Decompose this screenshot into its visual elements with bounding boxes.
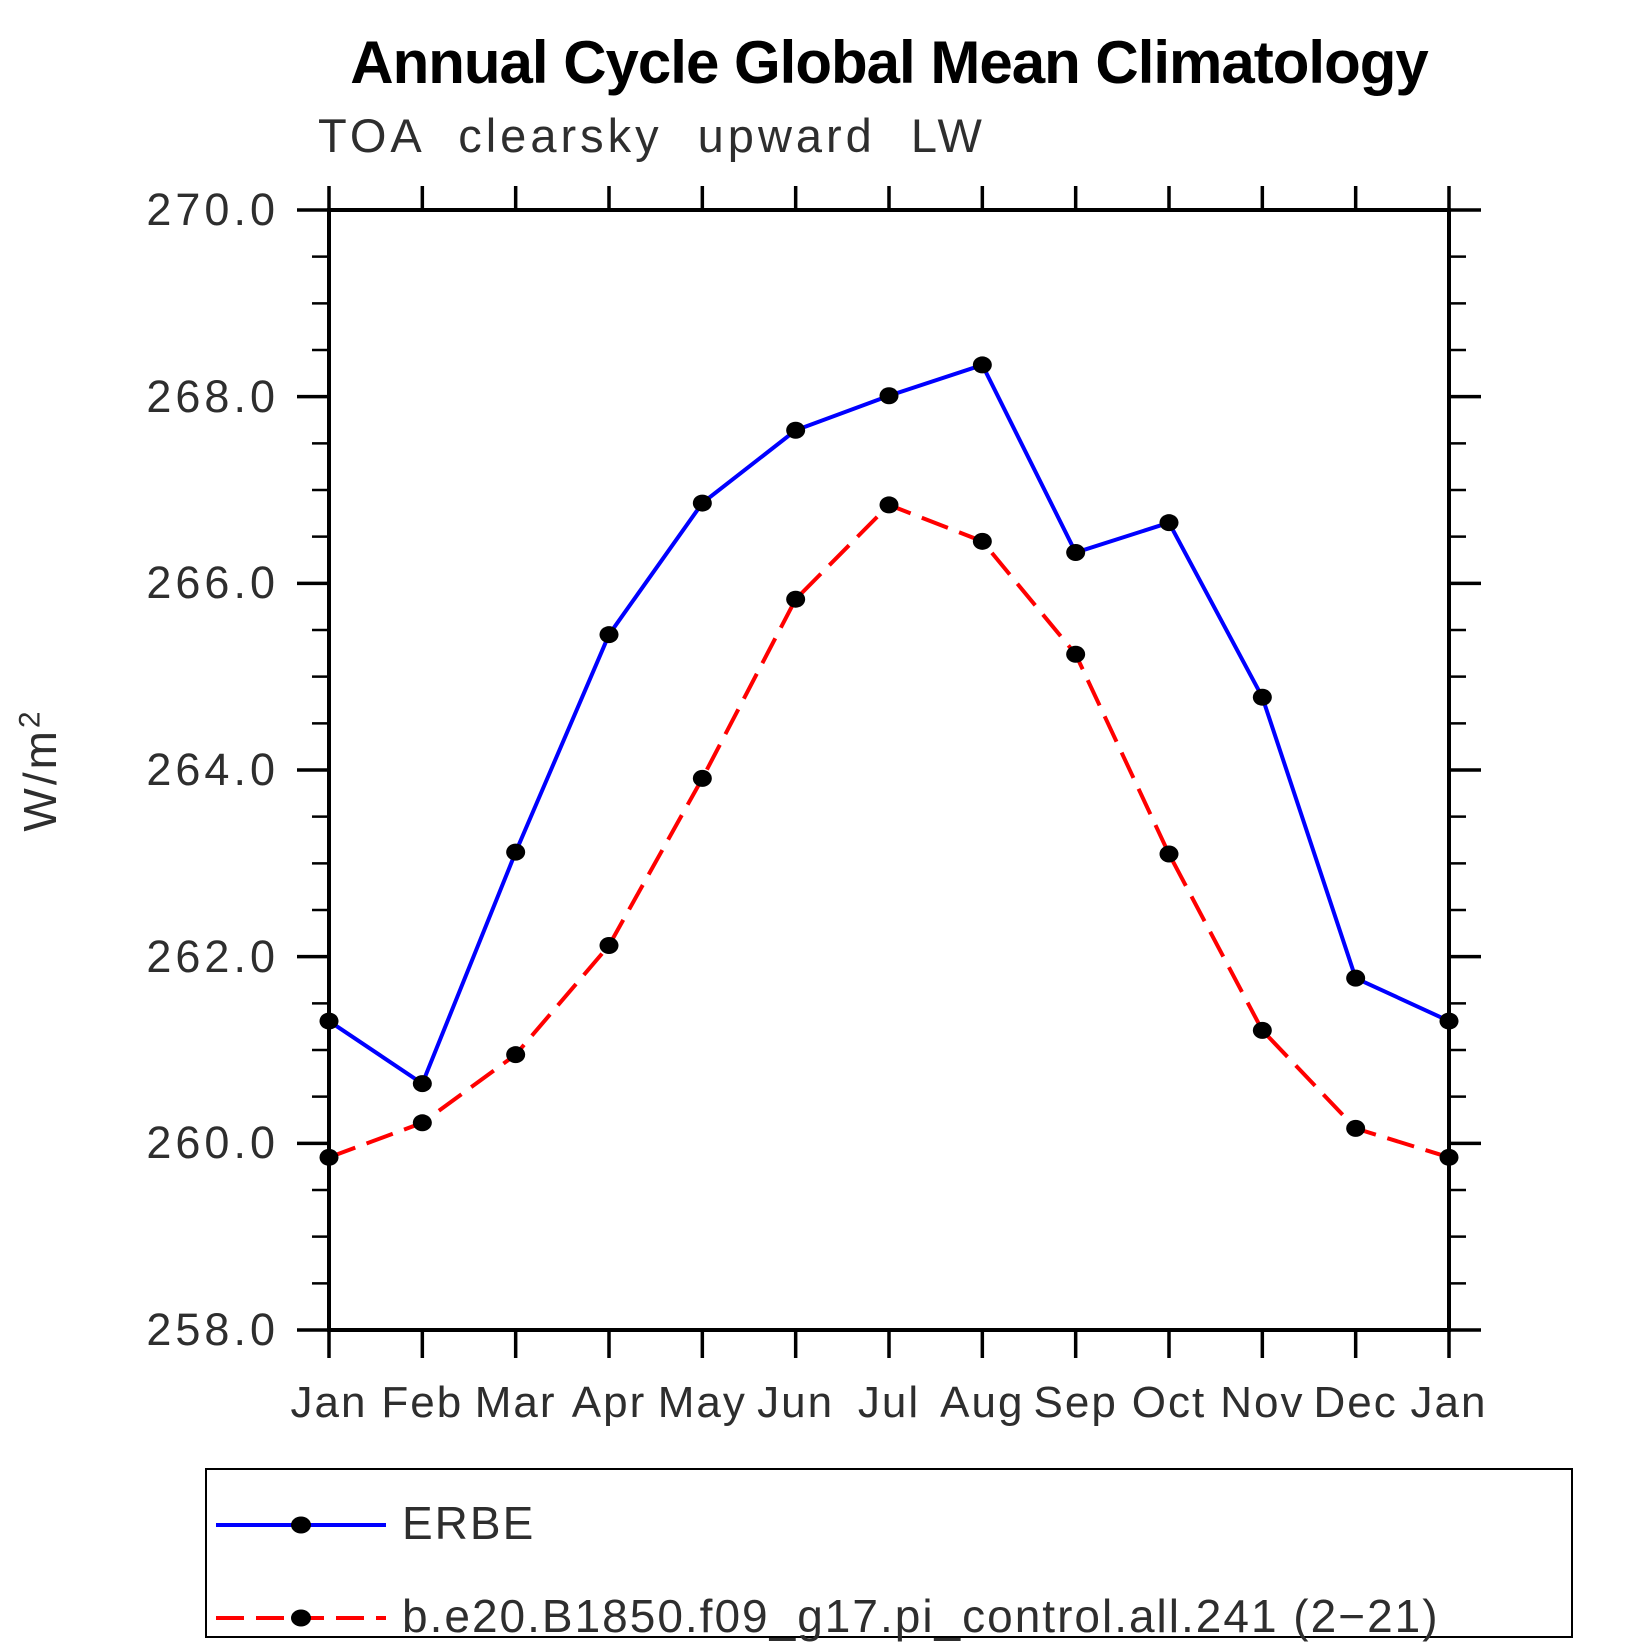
- x-tick-label: Sep: [1033, 1378, 1118, 1427]
- x-tick-label: Dec: [1313, 1378, 1398, 1427]
- x-tick-label: Jun: [757, 1378, 835, 1427]
- y-tick-label: 268.0: [146, 370, 279, 422]
- y-tick-label: 258.0: [146, 1304, 279, 1355]
- x-tick-label: Nov: [1220, 1378, 1305, 1427]
- page-title: Annual Cycle Global Mean Climatology: [350, 29, 1429, 96]
- legend-label-model: b.e20.B1850.f09_g17.pi_control.all.241 (…: [402, 1589, 1440, 1642]
- y-tick-label: 262.0: [146, 930, 279, 982]
- chart-subtitle: TOA clearsky upward LW: [318, 109, 986, 162]
- x-tick-label: Aug: [940, 1378, 1025, 1427]
- x-tick-label: Jul: [857, 1378, 921, 1427]
- y-tick-label: 266.0: [146, 557, 279, 609]
- y-tick-label: 270.0: [146, 184, 279, 235]
- legend-line-solid-icon: [216, 1516, 386, 1534]
- x-tick-label: Feb: [381, 1378, 464, 1427]
- x-tick-label: May: [657, 1378, 747, 1427]
- legend: ERBE b.e20.B1850.f09_g17.pi_control.all.…: [205, 1468, 1573, 1642]
- y-tick-label: 260.0: [146, 1117, 279, 1169]
- x-tick-label: Jan: [1410, 1378, 1488, 1427]
- legend-label-erbe: ERBE: [402, 1496, 536, 1549]
- x-tick-label: Mar: [474, 1378, 557, 1427]
- x-tick-label: Oct: [1131, 1378, 1207, 1427]
- x-tick-label: Apr: [571, 1378, 647, 1427]
- legend-line-dashed-icon: [216, 1609, 386, 1627]
- y-tick-label: 264.0: [146, 744, 279, 795]
- x-tick-label: Jan: [290, 1378, 368, 1427]
